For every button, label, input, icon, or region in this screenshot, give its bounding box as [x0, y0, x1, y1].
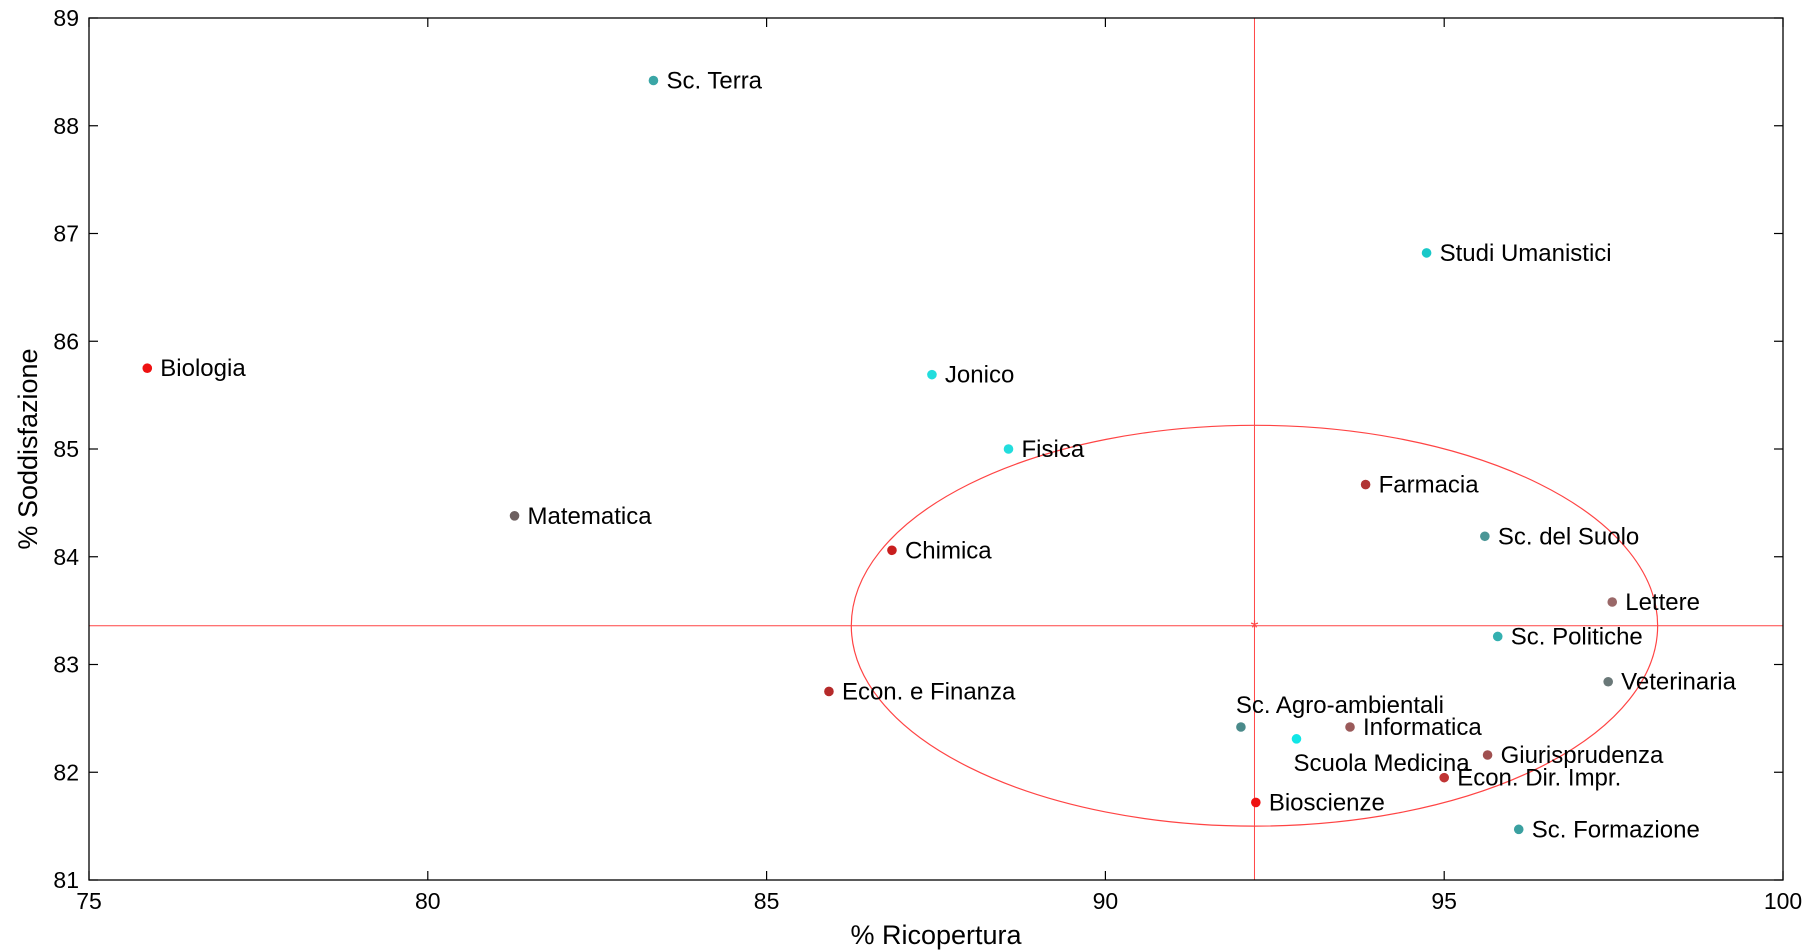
- y-tick-label: 88: [53, 113, 79, 139]
- data-point: [824, 686, 834, 697]
- data-point: [1603, 676, 1613, 687]
- data-point: [142, 363, 153, 373]
- x-tick-label: 100: [1764, 888, 1802, 914]
- data-point-label: Giurisprudenza: [1501, 742, 1664, 769]
- data-point: [1439, 772, 1449, 783]
- data-point-label: Sc. Agro-ambientali: [1236, 692, 1444, 719]
- axis-tick-labels: 75 80 85 90 95 100 81 82 83 84 85 86 87 88 89: [53, 5, 1802, 914]
- data-point-label: Jonico: [945, 362, 1014, 389]
- x-tick-label: 85: [754, 888, 780, 914]
- data-point: [1236, 722, 1246, 732]
- data-point-label: Farmacia: [1379, 472, 1480, 499]
- y-tick-label: 87: [53, 221, 79, 247]
- data-point-label: Veterinaria: [1621, 669, 1736, 696]
- data-point: [887, 545, 897, 556]
- data-point: [1482, 750, 1493, 760]
- data-point: [648, 75, 659, 86]
- y-axis-label: % Soddisfazione: [13, 348, 43, 549]
- plot-frame: [88, 17, 1784, 881]
- data-point-label: Fisica: [1022, 436, 1085, 463]
- data-point: [1513, 824, 1524, 835]
- data-point: [1003, 444, 1014, 454]
- data-point-label: Lettere: [1625, 589, 1700, 616]
- data-point-label: Sc. Formazione: [1532, 816, 1700, 843]
- data-point-label: Scuola Medicina: [1293, 750, 1470, 777]
- data-point: [1360, 479, 1371, 490]
- y-tick-label: 83: [53, 652, 79, 678]
- data-point-label: Econ. Dir. Impr.: [1457, 765, 1621, 792]
- y-tick-label: 81: [53, 867, 79, 893]
- data-point-label: Bioscienze: [1269, 789, 1385, 816]
- y-tick-label: 82: [53, 759, 79, 785]
- data-point: [1291, 734, 1302, 744]
- data-points: [142, 75, 1618, 835]
- center-marker: *: [1251, 618, 1259, 640]
- y-tick-label: 86: [53, 328, 79, 354]
- data-point-label: Matematica: [528, 503, 653, 530]
- x-tick-label: 90: [1093, 888, 1119, 914]
- y-tick-label: 89: [53, 5, 79, 31]
- data-point: [1607, 597, 1618, 607]
- data-point-label: Informatica: [1363, 714, 1482, 741]
- data-point: [1251, 797, 1261, 808]
- data-point: [1492, 631, 1503, 642]
- ellipse-outline: [850, 424, 1659, 827]
- data-point-label: Sc. del Suolo: [1498, 523, 1639, 550]
- data-point: [1421, 248, 1432, 258]
- data-point-label: Chimica: [905, 537, 992, 564]
- data-point-label: Studi Umanistici: [1440, 240, 1612, 267]
- reference-lines: [89, 18, 1783, 880]
- y-tick-label: 84: [53, 544, 79, 570]
- x-tick-label: 80: [415, 888, 441, 914]
- data-point-label: Sc. Politiche: [1511, 623, 1643, 650]
- data-point: [1480, 531, 1490, 542]
- data-point: [927, 369, 937, 380]
- x-tick-label: 95: [1431, 888, 1457, 914]
- y-tick-label: 85: [53, 436, 79, 462]
- data-point: [1345, 722, 1355, 732]
- data-point-label: Biologia: [160, 355, 246, 382]
- x-axis-label: % Ricopertura: [850, 920, 1022, 950]
- data-point-label: Sc. Terra: [666, 67, 762, 94]
- data-point-label: Econ. e Finanza: [842, 678, 1016, 705]
- data-point-labels: Sc. Terra Studi Umanistici Biologia Jonico F…: [160, 67, 1736, 843]
- confidence-ellipse: *: [850, 424, 1659, 827]
- x-tick-label: 75: [76, 888, 102, 914]
- data-point: [509, 511, 520, 521]
